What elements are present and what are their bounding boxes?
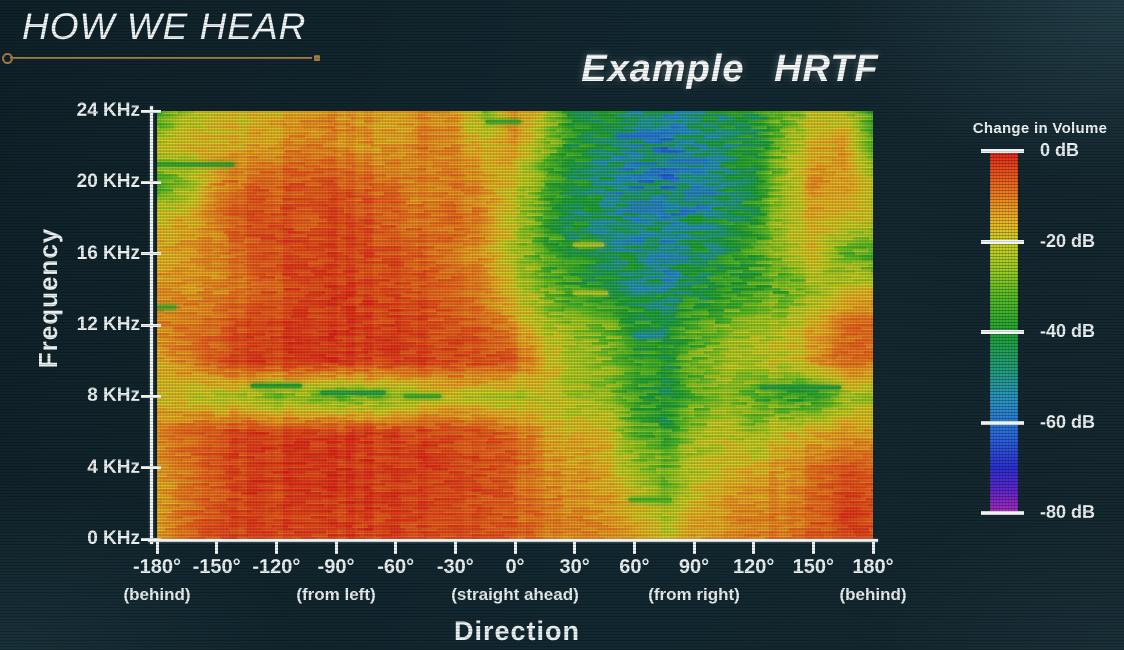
x-tick <box>334 539 338 554</box>
x-tick <box>632 539 636 554</box>
x-tick-label: 60° <box>619 556 650 578</box>
x-tick-label: 90° <box>678 556 710 578</box>
y-tick <box>141 252 161 256</box>
colorbar-tick-label: -60 dB <box>1040 411 1096 432</box>
y-tick <box>141 109 161 113</box>
colorbar-title: Change in Volume <box>972 120 1108 137</box>
x-tick <box>811 539 815 554</box>
y-tick-label: 20 KHz <box>76 171 140 193</box>
x-tick-label: -30° <box>436 556 474 578</box>
colorbar-tick-label: 0 dB <box>1040 140 1080 160</box>
x-tick <box>692 539 696 554</box>
x-tick <box>274 539 278 554</box>
y-tick <box>141 537 161 541</box>
x-tick <box>513 539 517 554</box>
underline-line <box>10 57 312 59</box>
y-tick-label: 16 KHz <box>76 242 140 264</box>
x-tick-label: -120° <box>252 556 301 578</box>
x-axis-line <box>148 539 878 542</box>
x-sub-label: (from left) <box>296 585 376 604</box>
x-tick <box>752 539 756 554</box>
colorbar-tick <box>981 420 1024 425</box>
x-tick <box>871 539 875 554</box>
underline-dot-icon <box>314 55 320 61</box>
y-tick <box>141 466 161 470</box>
x-tick <box>215 539 219 554</box>
x-tick <box>453 539 457 554</box>
y-tick-label: 24 KHz <box>76 100 140 121</box>
y-tick <box>141 323 161 327</box>
x-tick <box>394 539 398 554</box>
x-sub-label: (from right) <box>648 585 740 604</box>
x-tick <box>573 539 577 554</box>
x-tick-label: -60° <box>377 556 415 578</box>
x-tick-label: 0° <box>505 556 525 578</box>
title-underline <box>2 53 320 64</box>
x-tick-label: 150° <box>792 556 835 578</box>
x-sub-label: (straight ahead) <box>451 585 579 604</box>
page-title: HOW WE HEAR <box>22 6 307 47</box>
x-tick-label: -180° <box>132 556 182 578</box>
x-sub-label: (behind) <box>123 585 191 604</box>
x-tick-label: 30° <box>559 556 590 578</box>
colorbar-tick <box>981 149 1024 153</box>
y-tick-label: 8 KHz <box>87 385 140 407</box>
y-tick <box>141 394 161 398</box>
colorbar-tick <box>981 330 1024 334</box>
colorbar-tick-label: -80 dB <box>1040 502 1096 522</box>
colorbar-tick <box>981 239 1024 244</box>
y-tick-label: 12 KHz <box>76 314 140 335</box>
y-tick-label: 4 KHz <box>87 456 140 478</box>
x-tick <box>155 539 159 554</box>
x-tick-label: 120° <box>732 556 775 578</box>
chart-title: Example HRTF <box>581 48 879 90</box>
colorbar-tick-label: -40 dB <box>1040 321 1096 341</box>
x-axis-title: Direction <box>453 616 581 646</box>
colorbar-tick-label: -20 dB <box>1040 230 1096 251</box>
y-tick <box>141 180 161 184</box>
hrtf-heatmap-canvas <box>157 111 873 539</box>
y-tick-label: 0 KHz <box>87 528 140 549</box>
x-tick-label: -90° <box>317 556 355 578</box>
colorbar-tick <box>981 511 1024 515</box>
x-sub-label: (behind) <box>839 585 907 604</box>
x-tick-label: 180° <box>852 556 894 578</box>
x-tick-label: -150° <box>192 556 241 578</box>
